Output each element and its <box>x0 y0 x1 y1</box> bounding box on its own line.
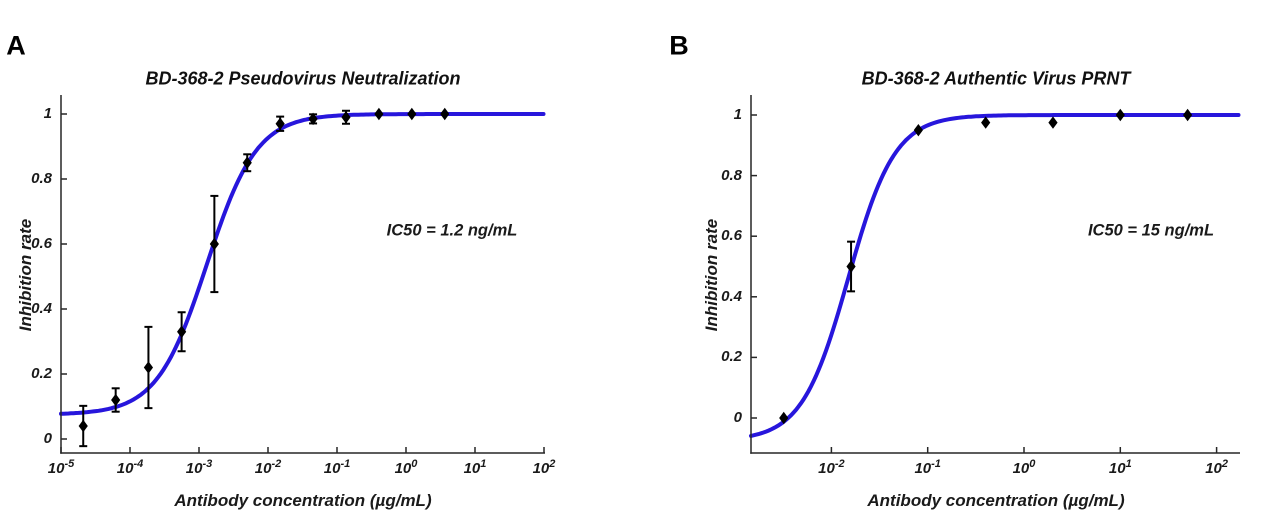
data-point-diamond <box>209 237 219 251</box>
data-point-diamond <box>846 260 856 273</box>
data-point-diamond <box>308 112 318 126</box>
data-point-diamond <box>440 107 450 121</box>
data-point-diamond <box>143 361 154 374</box>
data-point-diamond <box>242 156 252 169</box>
data-point-diamond <box>374 107 384 121</box>
data-point-diamond <box>341 111 351 124</box>
data-point-diamond <box>779 411 789 425</box>
data-point-diamond <box>1115 108 1125 122</box>
fit-curve <box>749 113 1241 438</box>
data-point-diamond <box>275 117 285 130</box>
data-point-diamond <box>78 419 88 433</box>
data-point-diamond <box>981 116 991 129</box>
data-point-diamond <box>111 393 121 407</box>
data-point-diamond <box>407 107 417 121</box>
data-point-diamond <box>1048 116 1058 129</box>
data-point-diamond <box>913 123 923 137</box>
fit-curve <box>59 112 546 416</box>
data-point-diamond <box>177 325 187 338</box>
panel-b <box>749 95 1241 454</box>
panel-a <box>59 95 546 454</box>
data-point-diamond <box>1183 108 1193 122</box>
